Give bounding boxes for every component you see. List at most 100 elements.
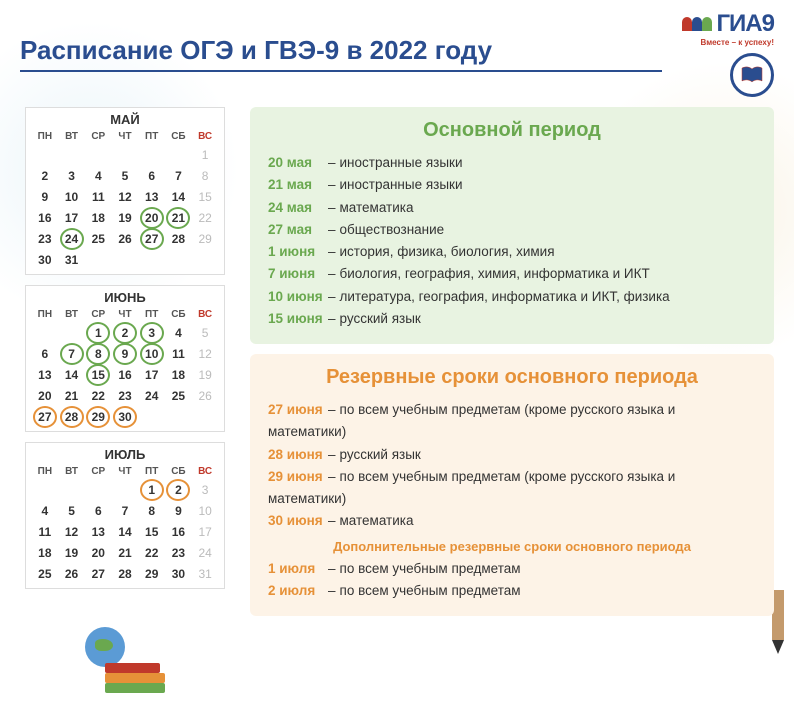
cal-cell: 5 xyxy=(112,166,138,186)
schedule-row: 30 июня–математика xyxy=(268,510,756,532)
main-period-panel: Основной период 20 мая–иностранные языки… xyxy=(250,107,774,344)
cal-cell: 19 xyxy=(192,365,218,385)
schedule-subject: иностранные языки xyxy=(340,177,463,192)
cal-cell: 15 xyxy=(192,187,218,207)
schedule-row: 1 июня–история, физика, биология, химия xyxy=(268,241,756,263)
logo-subtitle: Вместе – к успеху! xyxy=(700,38,774,47)
cal-cell: 25 xyxy=(32,564,58,584)
calendar-июль: ИЮЛЬПНВТСРЧТПТСБВС1234567891011121314151… xyxy=(25,442,225,589)
cal-cell: 9 xyxy=(166,501,192,521)
dash: – xyxy=(328,561,336,576)
schedule-row: 10 июня–литература, география, информати… xyxy=(268,286,756,308)
cal-cell xyxy=(112,250,138,270)
schedule-row: 1 июля–по всем учебным предметам xyxy=(268,558,756,580)
cal-cell: 21 xyxy=(59,386,85,406)
cal-cell xyxy=(32,323,58,343)
cal-cell xyxy=(166,145,192,165)
cal-cell: 22 xyxy=(139,543,165,563)
schedule-date: 29 июня xyxy=(268,466,324,488)
schedule-row: 27 мая–обществознание xyxy=(268,219,756,241)
schedule-date: 28 июня xyxy=(268,444,324,466)
cal-cell: 13 xyxy=(139,187,165,207)
schedule-subject: литература, география, информатика и ИКТ… xyxy=(340,289,670,304)
schedule-subject: по всем учебным предметам xyxy=(340,583,521,598)
cal-cell xyxy=(192,250,218,270)
cal-cell: 10 xyxy=(192,501,218,521)
dash: – xyxy=(328,244,336,259)
dash: – xyxy=(328,311,336,326)
dash: – xyxy=(328,583,336,598)
cal-cell: 9 xyxy=(112,344,138,364)
logo-block: ГИА9 Вместе – к успеху! xyxy=(682,10,774,97)
cal-cell: 18 xyxy=(85,208,111,228)
cal-cell: 6 xyxy=(85,501,111,521)
cal-head: СБ xyxy=(166,129,192,144)
schedule-date: 15 июня xyxy=(268,308,324,330)
dash: – xyxy=(328,266,336,281)
cal-cell: 18 xyxy=(32,543,58,563)
cal-cell: 8 xyxy=(85,344,111,364)
cal-cell: 11 xyxy=(166,344,192,364)
cal-head: ВС xyxy=(192,464,218,479)
cal-cell: 11 xyxy=(85,187,111,207)
cal-head: ПТ xyxy=(139,307,165,322)
schedule-date: 24 мая xyxy=(268,197,324,219)
cal-head: СР xyxy=(85,307,111,322)
cal-cell: 14 xyxy=(112,522,138,542)
cal-cell: 24 xyxy=(192,543,218,563)
schedule-date: 7 июня xyxy=(268,263,324,285)
schedule-subject: русский язык xyxy=(340,447,421,462)
cal-cell xyxy=(32,480,58,500)
cal-cell: 20 xyxy=(139,208,165,228)
dash: – xyxy=(328,469,336,484)
cal-cell: 15 xyxy=(139,522,165,542)
cal-cell: 16 xyxy=(166,522,192,542)
schedule-date: 1 июня xyxy=(268,241,324,263)
cal-cell: 1 xyxy=(139,480,165,500)
cal-head: СР xyxy=(85,129,111,144)
schedule-date: 30 июня xyxy=(268,510,324,532)
schedule-date: 10 июня xyxy=(268,286,324,308)
cal-cell: 14 xyxy=(59,365,85,385)
reserve-sub-title: Дополнительные резервные сроки основного… xyxy=(268,539,756,554)
dash: – xyxy=(328,289,336,304)
cal-cell: 4 xyxy=(32,501,58,521)
dash: – xyxy=(328,447,336,462)
cal-cell: 31 xyxy=(59,250,85,270)
cal-cell: 31 xyxy=(192,564,218,584)
cal-cell: 12 xyxy=(112,187,138,207)
schedule-date: 20 мая xyxy=(268,152,324,174)
cal-cell xyxy=(85,250,111,270)
cal-cell: 25 xyxy=(85,229,111,249)
cal-cell: 8 xyxy=(192,166,218,186)
page-title: Расписание ОГЭ и ГВЭ-9 в 2022 году xyxy=(20,35,662,72)
cal-cell: 5 xyxy=(192,323,218,343)
schedule-row: 7 июня–биология, география, химия, инфор… xyxy=(268,263,756,285)
schedule-subject: математика xyxy=(340,200,414,215)
schedule-row: 24 мая–математика xyxy=(268,197,756,219)
cal-cell: 25 xyxy=(166,386,192,406)
cal-cell: 23 xyxy=(166,543,192,563)
schedule-date: 27 мая xyxy=(268,219,324,241)
main-period-title: Основной период xyxy=(268,119,756,142)
schedule-subject: математика xyxy=(340,513,414,528)
cal-head: ВТ xyxy=(59,464,85,479)
cal-cell: 24 xyxy=(139,386,165,406)
cal-cell: 29 xyxy=(85,407,111,427)
cal-cell: 17 xyxy=(59,208,85,228)
schedule-row: 2 июля–по всем учебным предметам xyxy=(268,580,756,602)
schedule-row: 20 мая–иностранные языки xyxy=(268,152,756,174)
schedule-subject: биология, география, химия, информатика … xyxy=(340,266,650,281)
cal-head: ВС xyxy=(192,129,218,144)
calendar-grid: ПНВТСРЧТПТСБВС12345678910111213141516171… xyxy=(32,129,218,270)
schedule-subject: по всем учебным предметам xyxy=(340,561,521,576)
cal-cell: 11 xyxy=(32,522,58,542)
cal-cell: 2 xyxy=(112,323,138,343)
cal-cell: 7 xyxy=(112,501,138,521)
cal-cell: 21 xyxy=(112,543,138,563)
cal-head: СР xyxy=(85,464,111,479)
dash: – xyxy=(328,402,336,417)
cal-cell: 17 xyxy=(139,365,165,385)
cal-cell xyxy=(59,480,85,500)
cal-cell: 27 xyxy=(85,564,111,584)
